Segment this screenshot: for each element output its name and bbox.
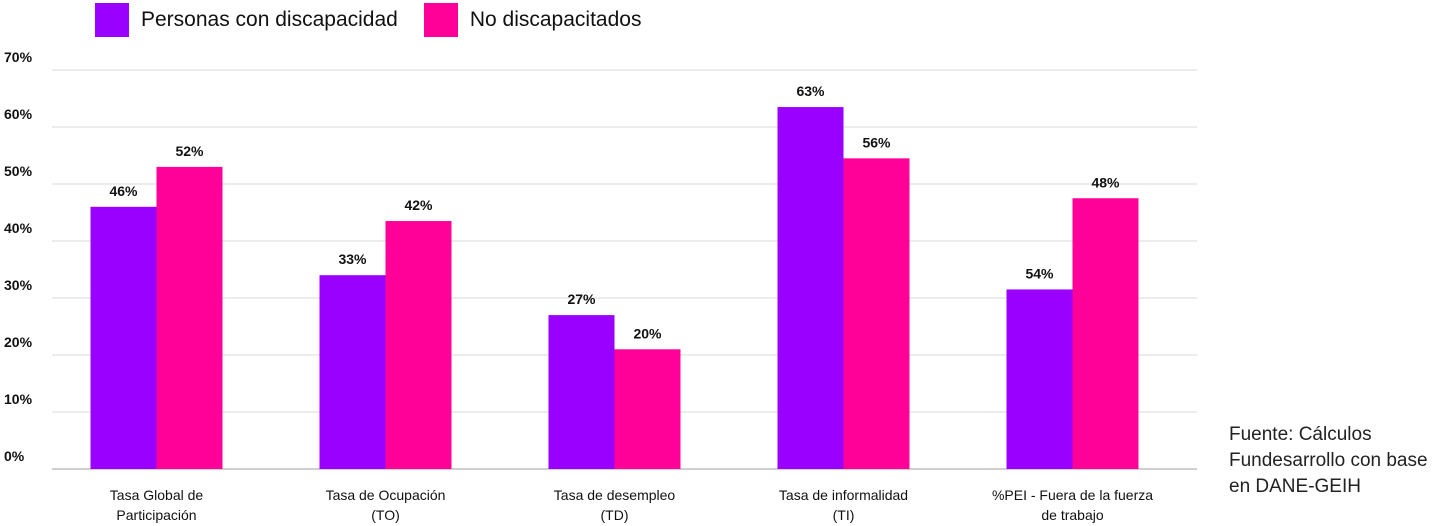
x-tick-label: (TI) (833, 507, 855, 523)
data-label: 33% (338, 251, 367, 267)
y-tick-label: 10% (4, 391, 33, 407)
x-tick-label: (TO) (371, 507, 400, 523)
legend-swatch-no-discapacitados (423, 3, 458, 37)
data-label: 46% (109, 183, 138, 199)
bar (614, 349, 681, 469)
bar (1006, 289, 1073, 469)
y-tick-label: 0% (4, 448, 25, 464)
y-tick-label: 70% (4, 49, 33, 65)
bar (90, 206, 157, 470)
data-label: 56% (862, 134, 891, 150)
data-label: 54% (1025, 265, 1054, 281)
bar (156, 166, 223, 469)
legend-label: No discapacitados (469, 8, 642, 31)
y-tick-label: 50% (4, 163, 33, 179)
bar (385, 221, 452, 469)
source-note: Fuente: Cálculos Fundesarrollo con base … (1229, 424, 1428, 497)
y-tick-label: 40% (4, 220, 33, 236)
x-tick-label: Participación (116, 507, 196, 523)
x-tick-label: de trabajo (1041, 507, 1103, 523)
data-label: 20% (633, 325, 662, 341)
bar (843, 158, 910, 469)
legend-swatch-personas (95, 3, 129, 37)
bar (319, 275, 386, 469)
bar (1072, 198, 1139, 469)
data-label: 27% (567, 291, 596, 307)
data-label: 48% (1091, 174, 1120, 190)
x-tick-label: Tasa de Ocupación (326, 487, 446, 503)
y-tick-label: 60% (4, 106, 33, 122)
legend-label: Personas con discapacidad (141, 8, 398, 31)
y-tick-label: 30% (4, 277, 33, 293)
bar (548, 315, 615, 469)
legend-item-personas-con-discapacidad: Personas con discapacidad (95, 3, 398, 37)
legend: Personas con discapacidad No discapacita… (95, 3, 667, 37)
data-label: 42% (404, 197, 433, 213)
y-tick-label: 20% (4, 334, 33, 350)
x-tick-label: %PEI - Fuera de la fuerza (992, 487, 1153, 503)
data-label: 52% (175, 143, 204, 159)
x-tick-label: Tasa Global de (110, 487, 204, 503)
x-tick-label: (TD) (601, 507, 629, 523)
bar (777, 107, 844, 470)
data-label: 63% (796, 83, 825, 99)
x-tick-label: Tasa de informalidad (779, 487, 908, 503)
x-tick-label: Tasa de desempleo (554, 487, 676, 503)
legend-item-no-discapacitados: No discapacitados (423, 3, 642, 37)
